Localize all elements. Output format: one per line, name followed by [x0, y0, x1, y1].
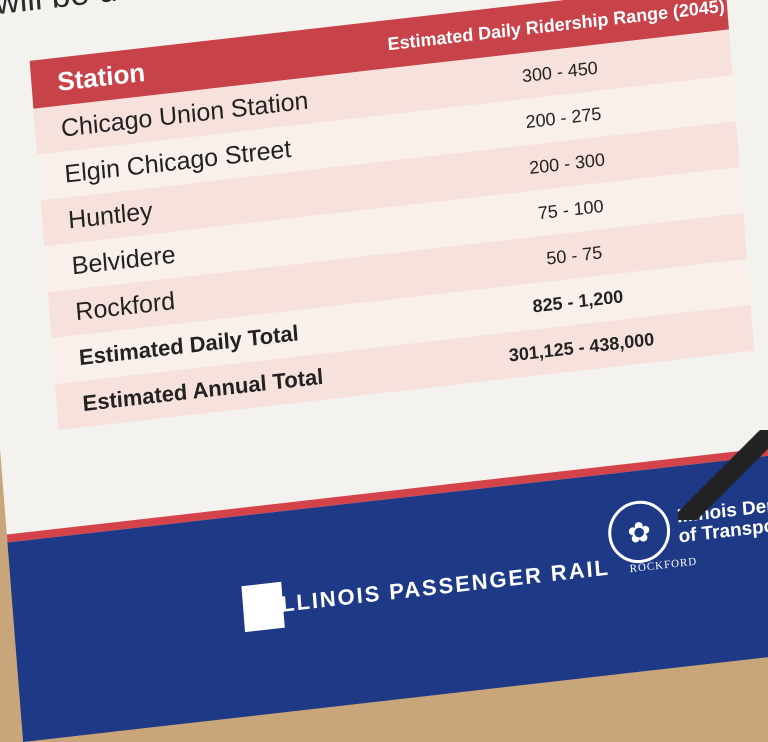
easel-leg — [678, 430, 768, 520]
footer-band: ILLINOIS PASSENGER RAIL ROCKFORD ✿ Illin… — [7, 429, 768, 742]
idot-emblem-icon: ✿ — [605, 497, 673, 567]
ipr-name: ILLINOIS PASSENGER RAIL — [272, 554, 611, 618]
ridership-table: Station Estimated Daily Ridership Range … — [29, 0, 755, 430]
